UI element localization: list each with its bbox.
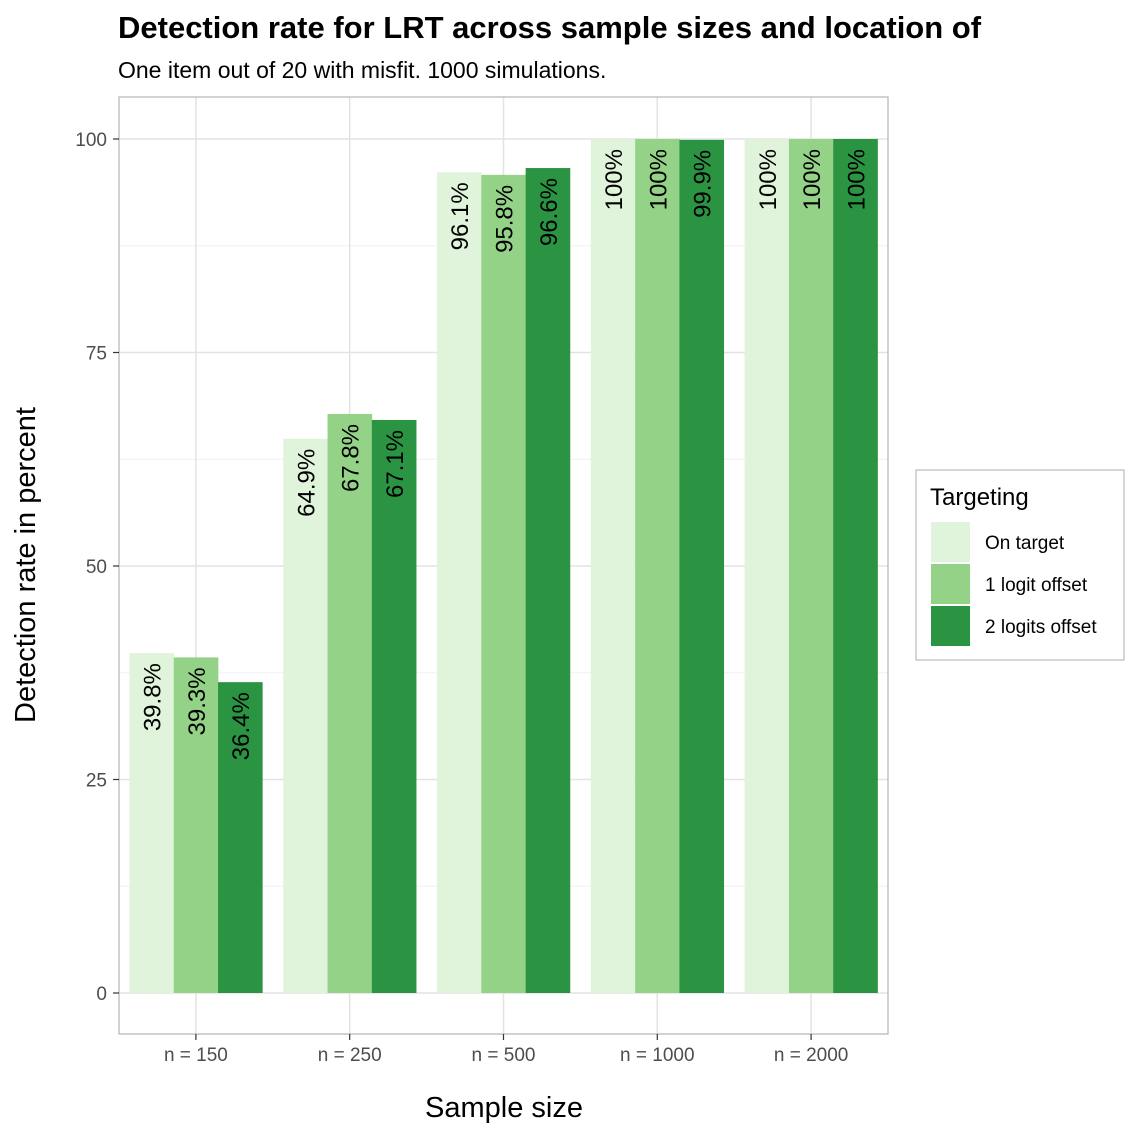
- bar-value-label: 96.1%: [447, 182, 474, 250]
- legend-items: On target 1 logit offset 2 logits offset: [931, 522, 1097, 646]
- bar: [327, 413, 373, 993]
- bar-value-label: 99.9%: [690, 150, 717, 218]
- bar: [283, 438, 328, 993]
- y-tick-label: 75: [86, 344, 107, 365]
- bar: [635, 139, 680, 993]
- legend-title: Targeting: [930, 484, 1029, 511]
- x-tick-label: n = 2000: [774, 1045, 849, 1066]
- bar: [833, 139, 878, 993]
- bar-value-label: 95.8%: [492, 185, 519, 253]
- bar-value-label: 64.9%: [293, 449, 320, 517]
- x-tick-label: n = 250: [318, 1045, 382, 1066]
- bar-value-label: 100%: [645, 149, 672, 210]
- bar: [173, 657, 219, 993]
- bar: [129, 653, 175, 993]
- legend-swatch: [931, 606, 970, 646]
- bar-value-label: 96.6%: [536, 178, 563, 246]
- bar-labels: 39.8% 64.9% 96.1% 100% 100% 39.3% 67.8% 95.8% 10…: [140, 149, 871, 760]
- chart-subtitle: One item out of 20 with misfit. 1000 sim…: [118, 57, 606, 83]
- bar: [371, 419, 417, 993]
- y-tick-label: 50: [86, 557, 107, 578]
- bar-value-label: 100%: [755, 149, 782, 210]
- bar-value-label: 67.1%: [382, 430, 409, 498]
- x-axis-title: Sample size: [425, 1092, 583, 1124]
- bar: [788, 139, 834, 993]
- chart-title: Detection rate for LRT across sample siz…: [118, 10, 982, 45]
- x-tick-label: n = 150: [164, 1045, 228, 1066]
- legend-item-label: 2 logits offset: [985, 617, 1097, 638]
- legend-item-label: 1 logit offset: [985, 575, 1088, 596]
- x-tick-label: n = 500: [472, 1045, 536, 1066]
- x-axis-ticks: n = 150 n = 250 n = 500 n = 1000 n = 2000: [164, 1034, 848, 1066]
- bar-value-label: 36.4%: [228, 692, 255, 760]
- legend-swatch: [931, 522, 970, 562]
- y-axis-title: Detection rate in percent: [10, 407, 42, 723]
- bar: [481, 174, 526, 994]
- bar: [744, 139, 790, 993]
- bar: [590, 139, 636, 993]
- bars: [129, 139, 878, 994]
- bar-value-label: 100%: [843, 149, 870, 210]
- bar-value-label: 67.8%: [338, 424, 365, 492]
- bar: [437, 172, 482, 993]
- bar: [218, 682, 263, 993]
- legend-item-label: On target: [985, 533, 1065, 554]
- y-tick-label: 25: [86, 771, 107, 792]
- legend: Targeting On target 1 logit offset 2 logit…: [915, 469, 1125, 661]
- y-tick-label: 100: [75, 130, 107, 151]
- bar: [679, 139, 725, 993]
- y-axis-ticks: 0 25 50 75 100: [75, 130, 119, 1005]
- bar-value-label: 39.3%: [184, 667, 211, 735]
- bar-value-label: 100%: [799, 149, 826, 210]
- bar-value-label: 39.8%: [140, 663, 167, 731]
- legend-swatch: [931, 564, 970, 604]
- bar: [525, 168, 571, 993]
- x-tick-label: n = 1000: [620, 1045, 695, 1066]
- y-tick-label: 0: [96, 984, 107, 1005]
- bar-value-label: 100%: [601, 149, 628, 210]
